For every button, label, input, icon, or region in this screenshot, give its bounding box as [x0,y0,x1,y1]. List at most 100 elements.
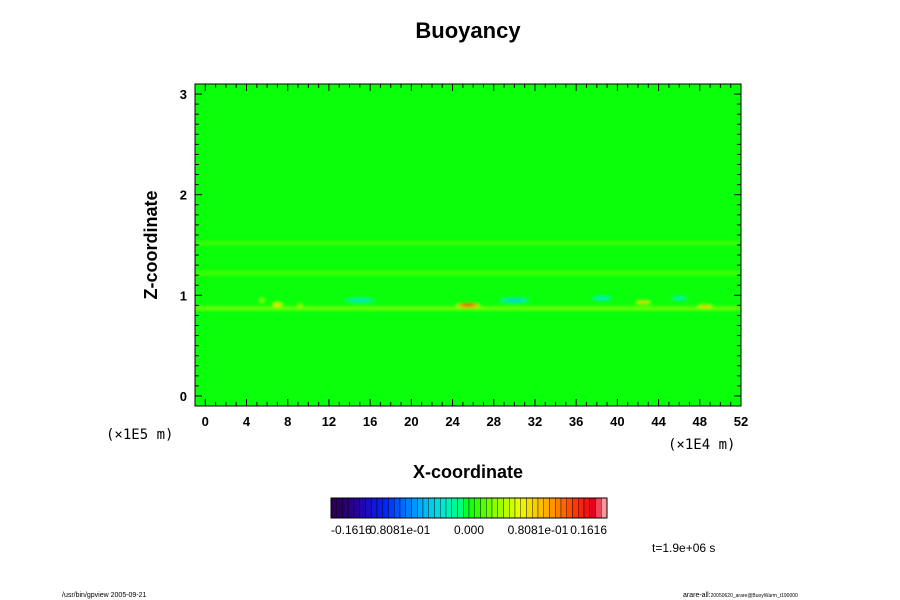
colorbar-bin [405,497,412,519]
colorbar-bin [359,497,366,519]
colorbar-bin [549,497,556,519]
colorbar-bin [486,497,493,519]
heatmap-cell [505,298,523,302]
colorbar-bin [382,497,389,519]
y-tick-label: 1 [180,288,187,303]
colorbar-bin [451,497,458,519]
colorbar-bin [497,497,504,519]
colorbar-bin [583,497,590,519]
x-axis-label: X-coordinate [413,462,523,482]
colorbar-bin [543,497,550,519]
footer-right: arare-all:20050620_arare@BuoyWarm_t19000… [683,592,798,599]
x-tick-label: 40 [610,414,624,429]
colorbar-bin [503,497,510,519]
colorbar-bin [428,497,435,519]
y-scale-note: (×1E5 m) [106,427,173,443]
heatmap-cell [351,298,369,302]
y-tick-label: 3 [180,87,187,102]
colorbar-bin [417,497,424,519]
colorbar-bin [342,497,349,519]
y-axis-label: Z-coordinate [141,190,161,299]
x-tick-label: 52 [734,414,748,429]
x-tick-label: 0 [202,414,209,429]
colorbar-bin [566,497,573,519]
axis-ticks [195,83,742,406]
footer-left: /usr/bin/gpview 2005-09-21 [62,592,147,599]
colorbar-bin [491,497,498,519]
colorbar-bin [457,497,464,519]
colorbar-bin [388,497,395,519]
heatmap-area [194,83,742,407]
colorbar-tick-label: 0.8081e-01 [370,523,431,537]
colorbar-bin [514,497,521,519]
colorbar-bin [601,497,608,519]
colorbar-bin [371,497,378,519]
footer-right-small: 20050620_arare@BuoyWarm_t190000 [711,593,798,599]
colorbar-bin [365,497,372,519]
colorbar-bin [353,497,360,519]
x-tick-label: 24 [445,414,460,429]
colorbar-bin [422,497,429,519]
x-tick-label: 44 [651,414,666,429]
colorbar-bin [348,497,355,519]
heatmap-cell [596,296,608,300]
colorbar [330,497,608,519]
x-tick-label: 12 [322,414,336,429]
colorbar-bin [330,497,337,519]
colorbar-bin [434,497,441,519]
chart-title: Buoyancy [415,18,521,43]
colorbar-bin [440,497,447,519]
heatmap-anomalies [195,241,741,311]
x-tick-label: 4 [243,414,251,429]
x-tick-label: 8 [284,414,291,429]
y-tick-labels: 0 1 2 3 [180,87,187,404]
heatmap-cell [461,304,475,307]
heatmap-layer-band [195,306,741,311]
colorbar-bin [595,497,602,519]
colorbar-bin [399,497,406,519]
x-tick-label: 32 [528,414,542,429]
colorbar-bin [394,497,401,519]
x-tick-labels: 0 4 8 12 16 20 24 28 32 36 40 44 48 52 [202,414,749,429]
colorbar-bin [468,497,475,519]
colorbar-tick-label: -0.1616 [331,523,372,537]
colorbar-bin [560,497,567,519]
colorbar-tick-label: 0.8081e-01 [508,523,569,537]
heatmap-cell [274,302,281,306]
x-tick-label: 36 [569,414,583,429]
heatmap-cell [260,298,264,302]
heatmap-layer-band [195,241,741,245]
x-tick-label: 28 [487,414,501,429]
colorbar-bin [474,497,481,519]
colorbar-bin [578,497,585,519]
colorbar-frame [330,497,608,519]
heatmap-cell [638,301,648,304]
colorbar-bin [336,497,343,519]
heatmap-cell [298,303,302,307]
x-tick-label: 16 [363,414,377,429]
colorbar-tick-label: 0.000 [454,523,484,537]
heatmap-cell [674,296,684,300]
colorbar-bin [555,497,562,519]
colorbar-bin [463,497,470,519]
colorbar-bin [537,497,544,519]
time-stamp: t=1.9e+06 s [652,541,715,555]
colorbar-bin [480,497,487,519]
colorbar-bin [572,497,579,519]
colorbar-bin [445,497,452,519]
colorbar-bin [520,497,527,519]
colorbar-tick-label: 0.1616 [570,523,607,537]
footer-right-main: arare-all: [683,592,711,599]
colorbar-bin [376,497,383,519]
colorbar-bin [526,497,533,519]
colorbar-bin [411,497,418,519]
x-tick-label: 48 [693,414,707,429]
colorbar-bin [532,497,539,519]
x-scale-note: (×1E4 m) [668,437,735,453]
heatmap-cell [700,305,710,308]
x-tick-label: 20 [404,414,418,429]
heatmap-background [195,84,741,406]
colorbar-bin [589,497,596,519]
colorbar-bin [509,497,516,519]
